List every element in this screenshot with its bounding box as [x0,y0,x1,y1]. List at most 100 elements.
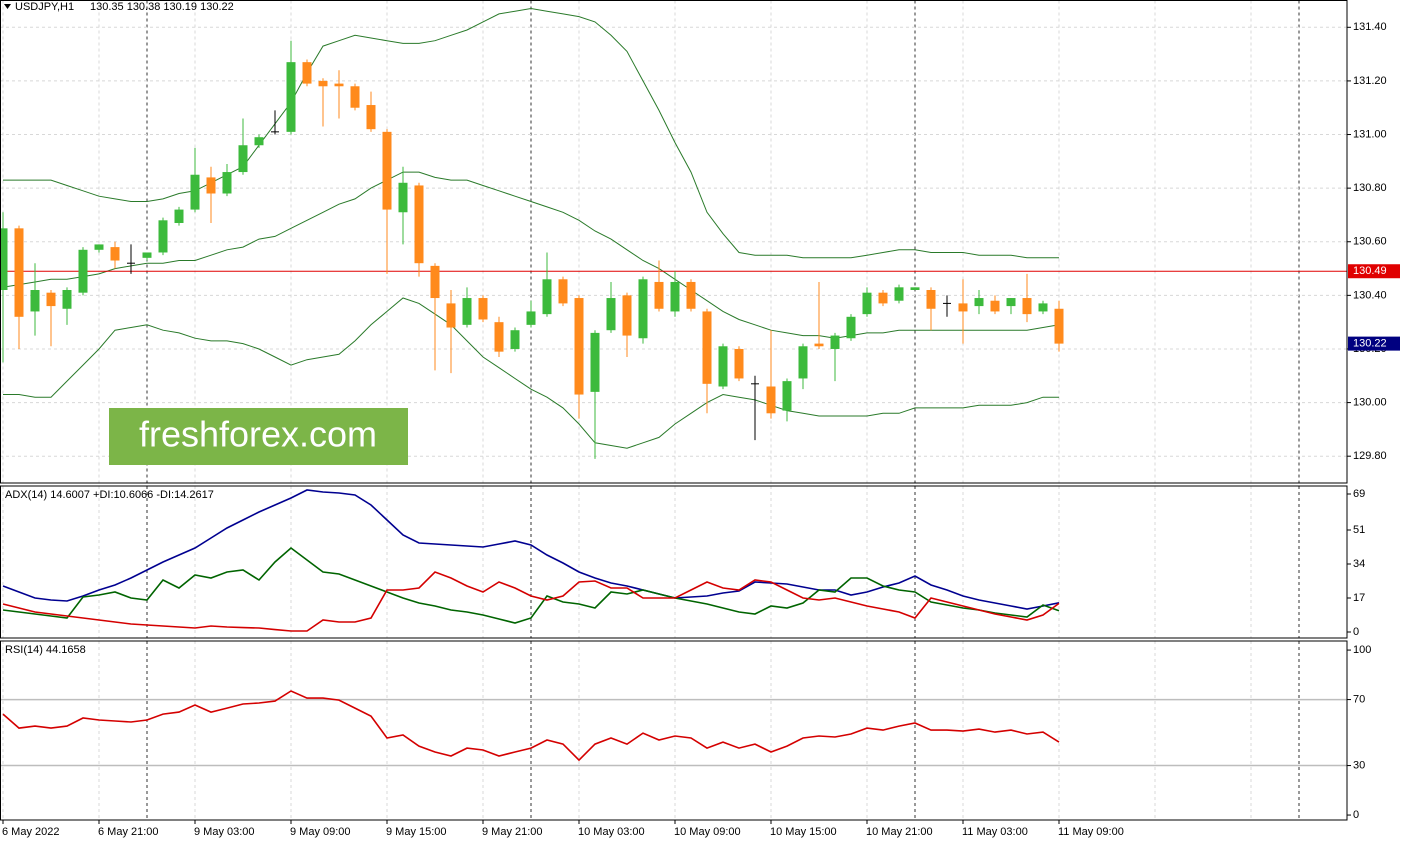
candle-body [1038,303,1048,312]
candle-body [542,279,552,315]
candle-body [702,311,712,384]
indicator-line [2,546,1060,624]
candle-body [398,182,408,213]
x-tick-label: 9 May 03:00 [194,826,255,838]
candle-body [1022,298,1032,315]
candle-body [846,316,856,339]
candle-body [318,80,328,87]
y-tick-label: 100 [1353,644,1371,656]
candle-body [254,137,264,146]
candle-body [798,346,808,379]
y-tick-label: 34 [1353,558,1365,570]
ohlc-label: 130.35 130.38 130.19 130.22 [90,1,234,13]
y-tick-label: 0 [1353,809,1359,821]
indicator-line [2,690,1060,762]
candle-body [974,298,984,307]
candle-body [110,247,120,261]
candle-body [990,300,1000,312]
x-tick-label: 6 May 2022 [2,826,59,838]
candle-body [414,185,424,264]
candle-body [462,298,472,325]
candle-body [574,298,584,395]
candle-body [622,295,632,336]
candle-body [894,287,904,301]
band-line [3,7,1059,259]
indicator-title: ADX(14) 14.6007 +DI:10.6066 -DI:14.2617 [5,489,214,501]
candle-body [286,62,296,132]
price-line-label-box [1348,264,1400,279]
x-tick-label: 10 May 21:00 [866,826,933,838]
candle-body [926,290,936,309]
x-tick-label: 10 May 09:00 [674,826,741,838]
y-tick-label: 130.40 [1353,289,1387,301]
candle-body [1054,308,1064,344]
candle-body [190,174,200,210]
candle-body [830,335,840,349]
candle-body [0,228,8,290]
y-tick-label: 30 [1353,759,1365,771]
x-tick-label: 9 May 09:00 [290,826,351,838]
x-tick-label: 9 May 21:00 [482,826,543,838]
y-tick-label: 131.40 [1353,21,1387,33]
candle-body [334,83,344,87]
candle-body [670,281,680,312]
y-tick-label: 17 [1353,592,1365,604]
price-line-label: 130.49 [1353,265,1387,277]
candle-body [638,279,648,339]
y-tick-label: 130.80 [1353,182,1387,194]
candle-body [558,279,568,304]
x-tick-label: 10 May 15:00 [770,826,837,838]
candle-body [238,145,248,173]
candle-body [958,303,968,312]
last-price-label: 130.22 [1353,338,1387,350]
candle-body [302,62,312,84]
candle-body [814,343,824,347]
candle-body [510,330,520,349]
x-tick-label: 11 May 09:00 [1058,826,1124,838]
y-tick-label: 131.00 [1353,128,1387,140]
y-tick-label: 70 [1353,693,1365,705]
candle-body [158,220,168,253]
candle-body [526,311,536,325]
candle-body [686,281,696,309]
candle-body [910,287,920,290]
y-tick-label: 129.80 [1353,450,1387,462]
candle-body [782,381,792,411]
candle-body [766,386,776,414]
panel-frame [0,0,1348,484]
candle-body [478,298,488,320]
y-tick-label: 0 [1353,626,1359,638]
indicator-title: RSI(14) 44.1658 [5,644,86,656]
candle-body [590,332,600,392]
candle-body [78,249,88,293]
x-tick-label: 6 May 21:00 [98,826,159,838]
candle-body [62,290,72,309]
candle-body [1006,298,1016,307]
chart-title: USDJPY,H1 [15,1,74,13]
candle-body [30,290,40,312]
candle-body [878,292,888,304]
candle-body [734,348,744,379]
band-line [2,171,1060,339]
y-tick-label: 51 [1353,524,1365,536]
candle-body [430,265,440,299]
y-tick-label: 130.00 [1353,396,1387,408]
y-tick-label: 69 [1353,488,1365,500]
y-tick-label: 131.20 [1353,75,1387,87]
candle-body [142,252,152,258]
x-tick-label: 9 May 15:00 [386,826,447,838]
menu-triangle [4,4,11,9]
panel-frame [0,640,1348,821]
panel-frame [0,485,1348,639]
indicator-line [2,489,1060,610]
x-tick-label: 10 May 03:00 [578,826,645,838]
x-tick-label: 11 May 03:00 [962,826,1028,838]
candle-body [366,105,376,130]
indicator-line [2,571,1060,632]
band-line [3,297,1059,449]
candle-body [862,292,872,315]
candle-body [718,346,728,387]
candle-body [46,292,56,307]
candle-body [382,131,392,210]
last-price-box [1348,336,1400,351]
